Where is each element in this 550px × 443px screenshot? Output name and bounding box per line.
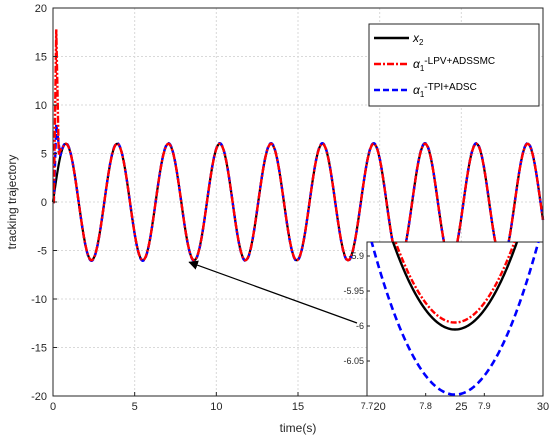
series-lines: [51, 29, 545, 262]
inset-y-tick-label: -5.9: [348, 251, 364, 261]
zoom-arrow: [188, 260, 358, 324]
x-tick-label: 5: [132, 401, 138, 413]
legend-label-subscript: 1: [420, 64, 425, 73]
y-axis-label: tracking trajectory: [5, 155, 19, 250]
x-tick-label: 20: [374, 401, 386, 413]
axis-ticks: 0 5 10 15 20 25 30 20 15 10 5 0 -5 -10 -15 -20: [31, 3, 549, 413]
inset-y-tick-label: -5.95: [343, 286, 364, 296]
inset-y-tick-label: -6.05: [343, 356, 364, 366]
legend-label-text: -LPV+ADSSMC: [424, 56, 495, 67]
y-tick-label: -20: [31, 391, 47, 403]
y-tick-label: 10: [35, 100, 47, 112]
x-axis-label: time(s): [280, 421, 317, 435]
y-tick-label: 5: [41, 149, 47, 161]
legend-label-symbol: x: [412, 31, 420, 45]
inset-x-tick-label: 7.8: [419, 401, 432, 411]
legend-label-text: -TPI+ADSC: [424, 82, 477, 93]
y-tick-label: 20: [35, 3, 47, 15]
legend-label-symbol: α: [413, 83, 421, 97]
legend-label: α1-TPI+ADSC: [413, 82, 477, 99]
y-tick-label: 0: [41, 197, 47, 209]
legend-label-symbol: α: [413, 57, 421, 71]
x-tick-label: 25: [455, 401, 467, 413]
inset-x-tick-label: 7.7: [361, 401, 374, 411]
y-tick-label: 15: [35, 52, 47, 64]
inset-series-x2: [391, 242, 519, 331]
arrow-line: [188, 260, 358, 324]
legend-label-subscript: 1: [420, 90, 425, 99]
x-tick-label: 15: [292, 401, 304, 413]
zoom-inset: -5.9 -5.95 -6 -6.05 7.7 7.8 7.9: [343, 241, 544, 411]
x-tick-label: 10: [210, 401, 222, 413]
inset-series-tpi-adsc: [370, 242, 540, 396]
legend-label: α1-LPV+ADSSMC: [413, 56, 495, 73]
legend-label: x2: [412, 31, 424, 47]
y-tick-label: -10: [31, 294, 47, 306]
inset-y-tick-label: -6: [356, 321, 364, 331]
y-tick-label: -5: [37, 246, 47, 258]
y-tick-label: -15: [31, 343, 47, 355]
series-lpv-adssmc: [52, 29, 545, 262]
x-tick-label: 0: [50, 401, 56, 413]
legend-label-subscript: 2: [419, 38, 424, 47]
inset-series: [370, 242, 540, 396]
x-tick-label: 30: [537, 401, 549, 413]
inset-series-lpv-adssmc: [394, 242, 516, 324]
inset-x-tick-label: 7.9: [478, 401, 491, 411]
inset-background: [366, 241, 544, 397]
